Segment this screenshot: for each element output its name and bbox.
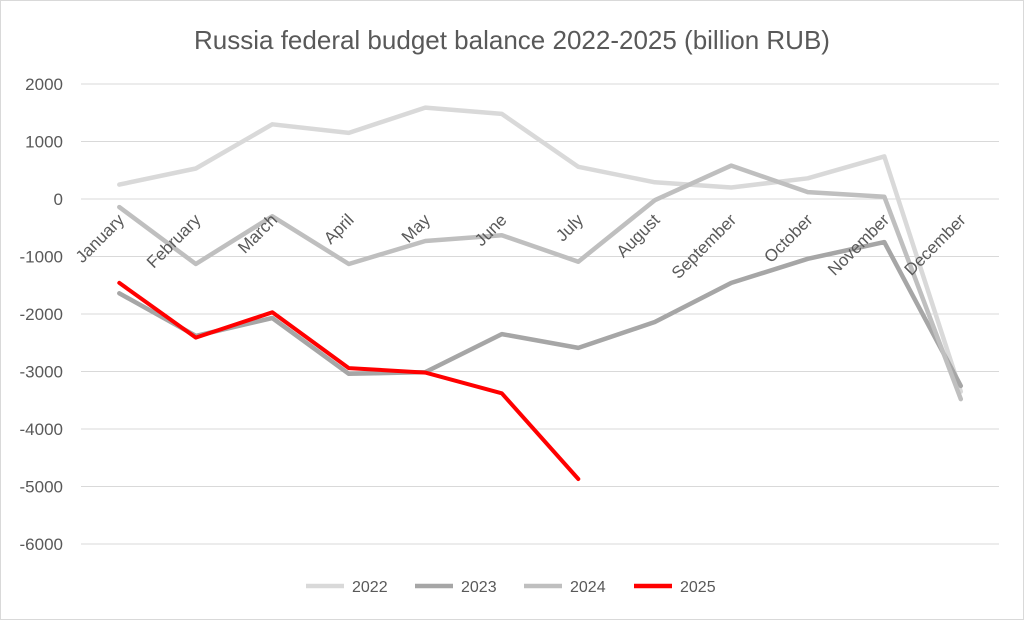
y-tick-label: 2000: [25, 75, 63, 94]
legend-label-2025: 2025: [680, 579, 716, 596]
gridlines: [81, 83, 999, 545]
x-tick-label: June: [471, 210, 511, 250]
x-tick-label: August: [613, 210, 664, 261]
y-tick-label: -4000: [20, 420, 63, 439]
y-tick-label: -2000: [20, 305, 63, 324]
legend: 2022 2023 2024 2025: [306, 579, 716, 596]
legend-label-2024: 2024: [570, 579, 606, 596]
y-tick-label: 0: [54, 190, 63, 209]
y-tick-label: -3000: [20, 363, 63, 382]
legend-label-2022: 2022: [352, 579, 388, 596]
legend-label-2023: 2023: [461, 579, 497, 596]
series-line-2023: [117, 239, 964, 389]
y-tick-label: 1000: [25, 133, 63, 152]
chart-title: Russia federal budget balance 2022-2025 …: [194, 25, 830, 55]
x-axis-ticks: January February March April May June July Augu…: [72, 210, 970, 283]
y-tick-label: -5000: [20, 478, 63, 497]
x-tick-label: April: [320, 210, 357, 247]
series-line-2025: [117, 280, 581, 481]
series-lines: [117, 105, 964, 481]
y-tick-label: -6000: [20, 535, 63, 554]
series-line-2024: [117, 163, 964, 402]
x-tick-label: July: [552, 210, 587, 245]
series-line-2022: [117, 105, 964, 394]
y-tick-label: -1000: [20, 248, 63, 267]
x-tick-label: January: [72, 210, 129, 267]
x-tick-label: November: [824, 210, 893, 279]
y-axis-ticks: 2000 1000 0 -1000 -2000 -3000 -4000 -5000 -6000: [20, 75, 63, 554]
x-tick-label: September: [668, 210, 740, 282]
